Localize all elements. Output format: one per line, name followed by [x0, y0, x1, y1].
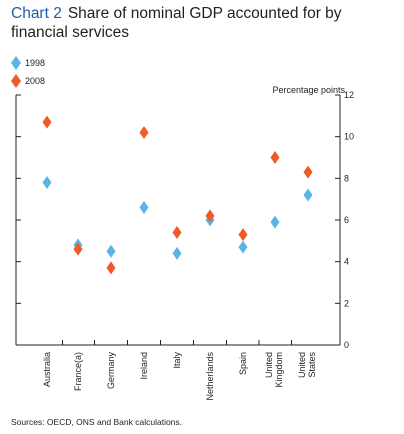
data-point-1998 [139, 201, 149, 214]
x-tick-label: Netherlands [205, 352, 215, 401]
data-point-1998 [270, 215, 280, 229]
data-point-2008 [238, 228, 248, 242]
legend-item-2008: 2008 [11, 72, 45, 90]
legend: 1998 2008 [11, 54, 45, 90]
data-point-1998 [303, 188, 313, 202]
data-point-2008 [270, 151, 280, 164]
y-tick-label: 4 [344, 257, 349, 267]
data-point-2008 [139, 126, 149, 139]
legend-label-2008: 2008 [25, 76, 46, 86]
legend-label-1998: 1998 [25, 58, 46, 68]
x-tick-label: Germany [106, 352, 116, 390]
legend-item-1998: 1998 [11, 54, 45, 72]
y-tick-label: 12 [344, 90, 354, 100]
chart-number: Chart 2 [11, 5, 62, 22]
data-point-1998 [106, 244, 116, 258]
x-tick-label: Australia [42, 352, 52, 387]
sources-note: Sources: OECD, ONS and Bank calculations… [11, 417, 183, 427]
data-point-2008 [106, 261, 116, 275]
data-point-2008 [205, 209, 215, 223]
data-point-1998 [172, 246, 182, 260]
x-tick-label: Spain [238, 352, 248, 375]
x-tick-label: Italy [172, 352, 182, 369]
data-point-2008 [303, 165, 313, 179]
y-tick-label: 0 [344, 340, 349, 350]
x-tick-label: United [297, 352, 307, 378]
y-tick-label: 2 [344, 298, 349, 308]
chart-title: Chart 2 Share of nominal GDP accounted fo… [11, 4, 396, 42]
y-tick-label: 8 [344, 173, 349, 183]
data-point-2008 [73, 242, 83, 256]
y-axis-unit-label: Percentage points [272, 85, 345, 95]
x-tick-label: France(a) [73, 352, 83, 391]
data-point-1998 [238, 240, 248, 254]
chart-title-text: Share of nominal GDP accounted for by fi… [11, 5, 342, 41]
x-tick-label: States [307, 352, 317, 378]
x-tick-label: United [264, 352, 274, 378]
x-tick-label: Kingdom [274, 352, 284, 388]
legend-marker-2008 [11, 74, 21, 88]
legend-marker-1998 [11, 56, 21, 70]
data-point-1998 [42, 176, 52, 189]
data-point-2008 [42, 115, 52, 129]
y-tick-label: 6 [344, 215, 349, 225]
x-tick-label: Ireland [139, 352, 149, 380]
y-tick-label: 10 [344, 132, 354, 142]
data-point-2008 [172, 226, 182, 239]
